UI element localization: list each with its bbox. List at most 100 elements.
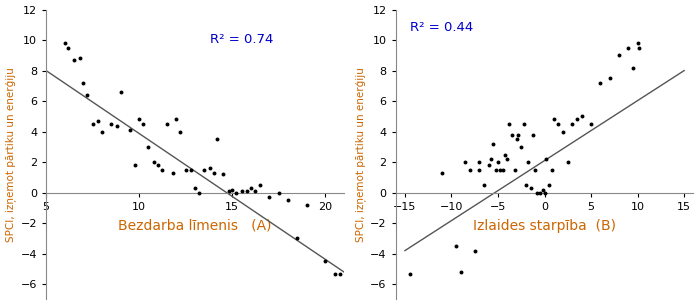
Point — [59, 41, 71, 45]
Point — [223, 189, 234, 194]
Point — [506, 132, 517, 137]
Point — [455, 270, 466, 274]
Point — [562, 160, 573, 165]
Point — [567, 122, 578, 127]
Point — [63, 45, 74, 50]
Text: R² = 0.74: R² = 0.74 — [210, 33, 273, 46]
Y-axis label: SPCI, izņemot pārtiku un enerģiju: SPCI, izņemot pārtiku un enerģiju — [355, 67, 366, 242]
Point — [544, 183, 555, 188]
Point — [69, 57, 80, 62]
Point — [242, 189, 253, 194]
Point — [525, 186, 536, 191]
Point — [572, 117, 583, 122]
Point — [171, 117, 182, 122]
Point — [167, 170, 178, 175]
Point — [236, 189, 247, 194]
Point — [491, 167, 502, 172]
Point — [502, 157, 513, 162]
Point — [78, 80, 89, 85]
Point — [503, 122, 514, 127]
Point — [273, 190, 284, 195]
Point — [511, 137, 522, 142]
Point — [530, 167, 541, 172]
Point — [474, 160, 485, 165]
Point — [485, 157, 496, 162]
Point — [249, 189, 260, 194]
Point — [469, 248, 480, 253]
Point — [189, 186, 201, 191]
Point — [539, 190, 550, 195]
Point — [199, 167, 210, 172]
Point — [488, 142, 499, 146]
Point — [509, 167, 520, 172]
Point — [291, 236, 303, 241]
Point — [137, 122, 148, 127]
Point — [595, 80, 606, 85]
Y-axis label: SPCI, izņemot pārtiku un enerģiju: SPCI, izņemot pārtiku un enerģiju — [6, 67, 16, 242]
Point — [193, 190, 204, 195]
X-axis label: Bezdarba līmenis   (A): Bezdarba līmenis (A) — [118, 219, 272, 233]
Point — [497, 167, 508, 172]
Point — [217, 172, 229, 177]
Point — [520, 183, 531, 188]
Point — [528, 132, 539, 137]
Point — [534, 190, 545, 195]
Point — [474, 167, 485, 172]
Point — [519, 122, 530, 127]
Point — [82, 92, 93, 97]
Point — [632, 41, 643, 45]
Point — [460, 160, 471, 165]
Point — [111, 123, 122, 128]
Point — [522, 160, 533, 165]
Point — [134, 117, 145, 122]
X-axis label: Izlaides starpība  (B): Izlaides starpība (B) — [473, 219, 616, 233]
Point — [143, 145, 154, 149]
Point — [186, 167, 197, 172]
Point — [161, 122, 173, 127]
Point — [96, 129, 108, 134]
Point — [483, 163, 494, 168]
Point — [335, 271, 346, 276]
Point — [231, 190, 242, 195]
Point — [115, 89, 126, 94]
Point — [537, 187, 548, 192]
Point — [175, 129, 186, 134]
Point — [208, 170, 219, 175]
Point — [124, 128, 136, 133]
Point — [494, 167, 505, 172]
Point — [437, 170, 448, 175]
Point — [548, 117, 559, 122]
Point — [586, 122, 597, 127]
Point — [614, 53, 625, 58]
Point — [180, 167, 192, 172]
Point — [547, 167, 558, 172]
Point — [576, 114, 587, 119]
Point — [604, 76, 615, 81]
Point — [264, 195, 275, 200]
Point — [623, 45, 634, 50]
Point — [204, 166, 215, 171]
Point — [152, 163, 164, 168]
Point — [404, 271, 415, 276]
Point — [156, 167, 167, 172]
Point — [130, 163, 141, 168]
Point — [226, 187, 238, 192]
Point — [148, 160, 159, 165]
Point — [492, 160, 503, 165]
Point — [553, 122, 564, 127]
Point — [464, 167, 475, 172]
Point — [74, 56, 85, 61]
Point — [513, 132, 524, 137]
Point — [301, 203, 312, 207]
Point — [531, 190, 542, 195]
Point — [558, 129, 569, 134]
Point — [212, 137, 223, 142]
Point — [500, 152, 511, 157]
Point — [450, 244, 461, 249]
Point — [627, 65, 638, 70]
Point — [329, 271, 340, 276]
Point — [93, 119, 104, 124]
Point — [319, 259, 331, 264]
Point — [254, 183, 266, 188]
Point — [106, 122, 117, 127]
